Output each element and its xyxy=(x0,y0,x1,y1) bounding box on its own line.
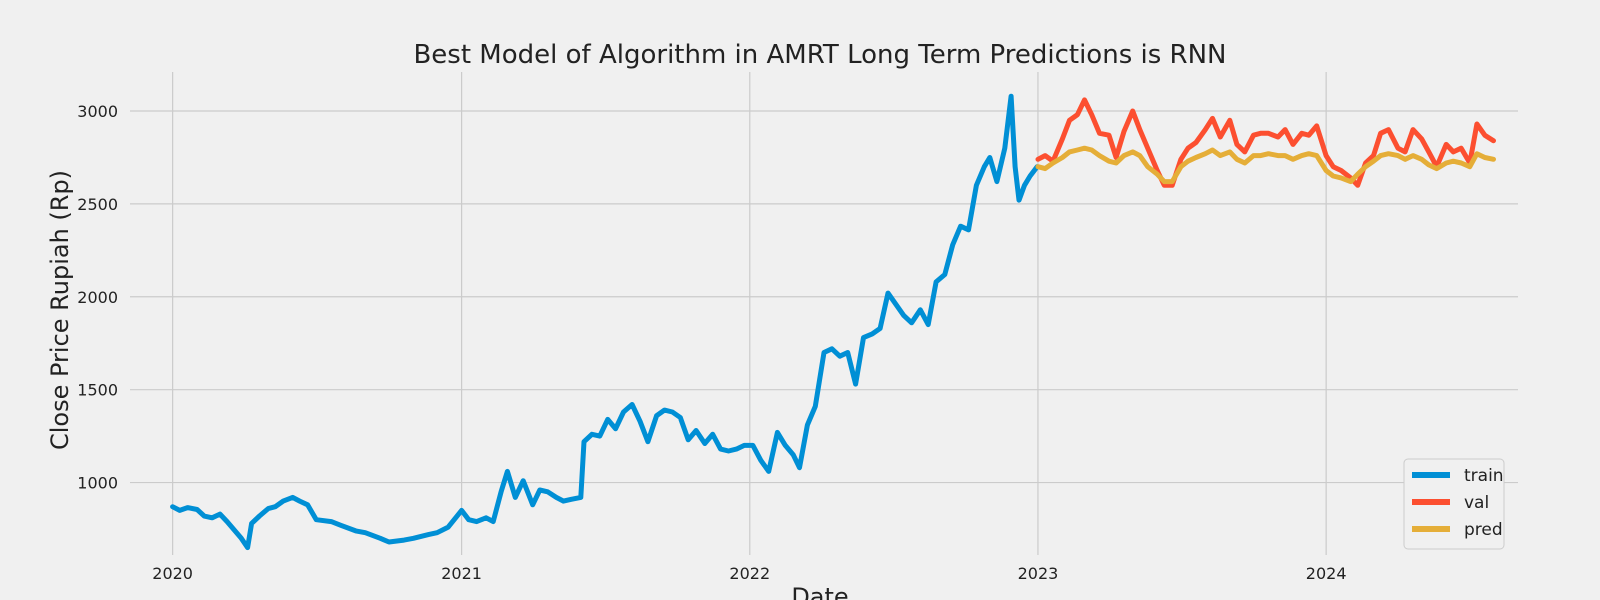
series-lines xyxy=(170,93,1496,551)
series-line-train xyxy=(170,93,1040,551)
legend-label-train: train xyxy=(1464,466,1504,486)
x-tick-label: 2020 xyxy=(152,564,193,583)
legend-label-pred: pred xyxy=(1464,520,1503,540)
y-tick-label: 2000 xyxy=(77,288,118,307)
y-axis-label: Close Price Rupiah (Rp) xyxy=(46,170,74,450)
x-tick-label: 2024 xyxy=(1306,564,1347,583)
x-tick-label: 2023 xyxy=(1018,564,1059,583)
series-line-val xyxy=(1035,97,1496,188)
x-axis-label: Date xyxy=(791,583,848,600)
x-tick-label: 2021 xyxy=(441,564,482,583)
y-tick-label: 1500 xyxy=(77,381,118,400)
y-tick-label: 2500 xyxy=(77,195,118,214)
legend: train val pred xyxy=(1403,458,1505,550)
y-tick-label: 1000 xyxy=(77,474,118,493)
x-tick-label: 2022 xyxy=(729,564,770,583)
y-tick-label: 3000 xyxy=(77,102,118,121)
tick-labels: 1000 1500 2000 2500 3000 2020 2021 2022 2023 2024 xyxy=(77,102,1346,583)
series-line-pred xyxy=(1035,145,1496,185)
chart-title: Best Model of Algorithm in AMRT Long Ter… xyxy=(413,40,1226,70)
legend-label-val: val xyxy=(1464,493,1489,513)
grid xyxy=(130,72,1518,555)
